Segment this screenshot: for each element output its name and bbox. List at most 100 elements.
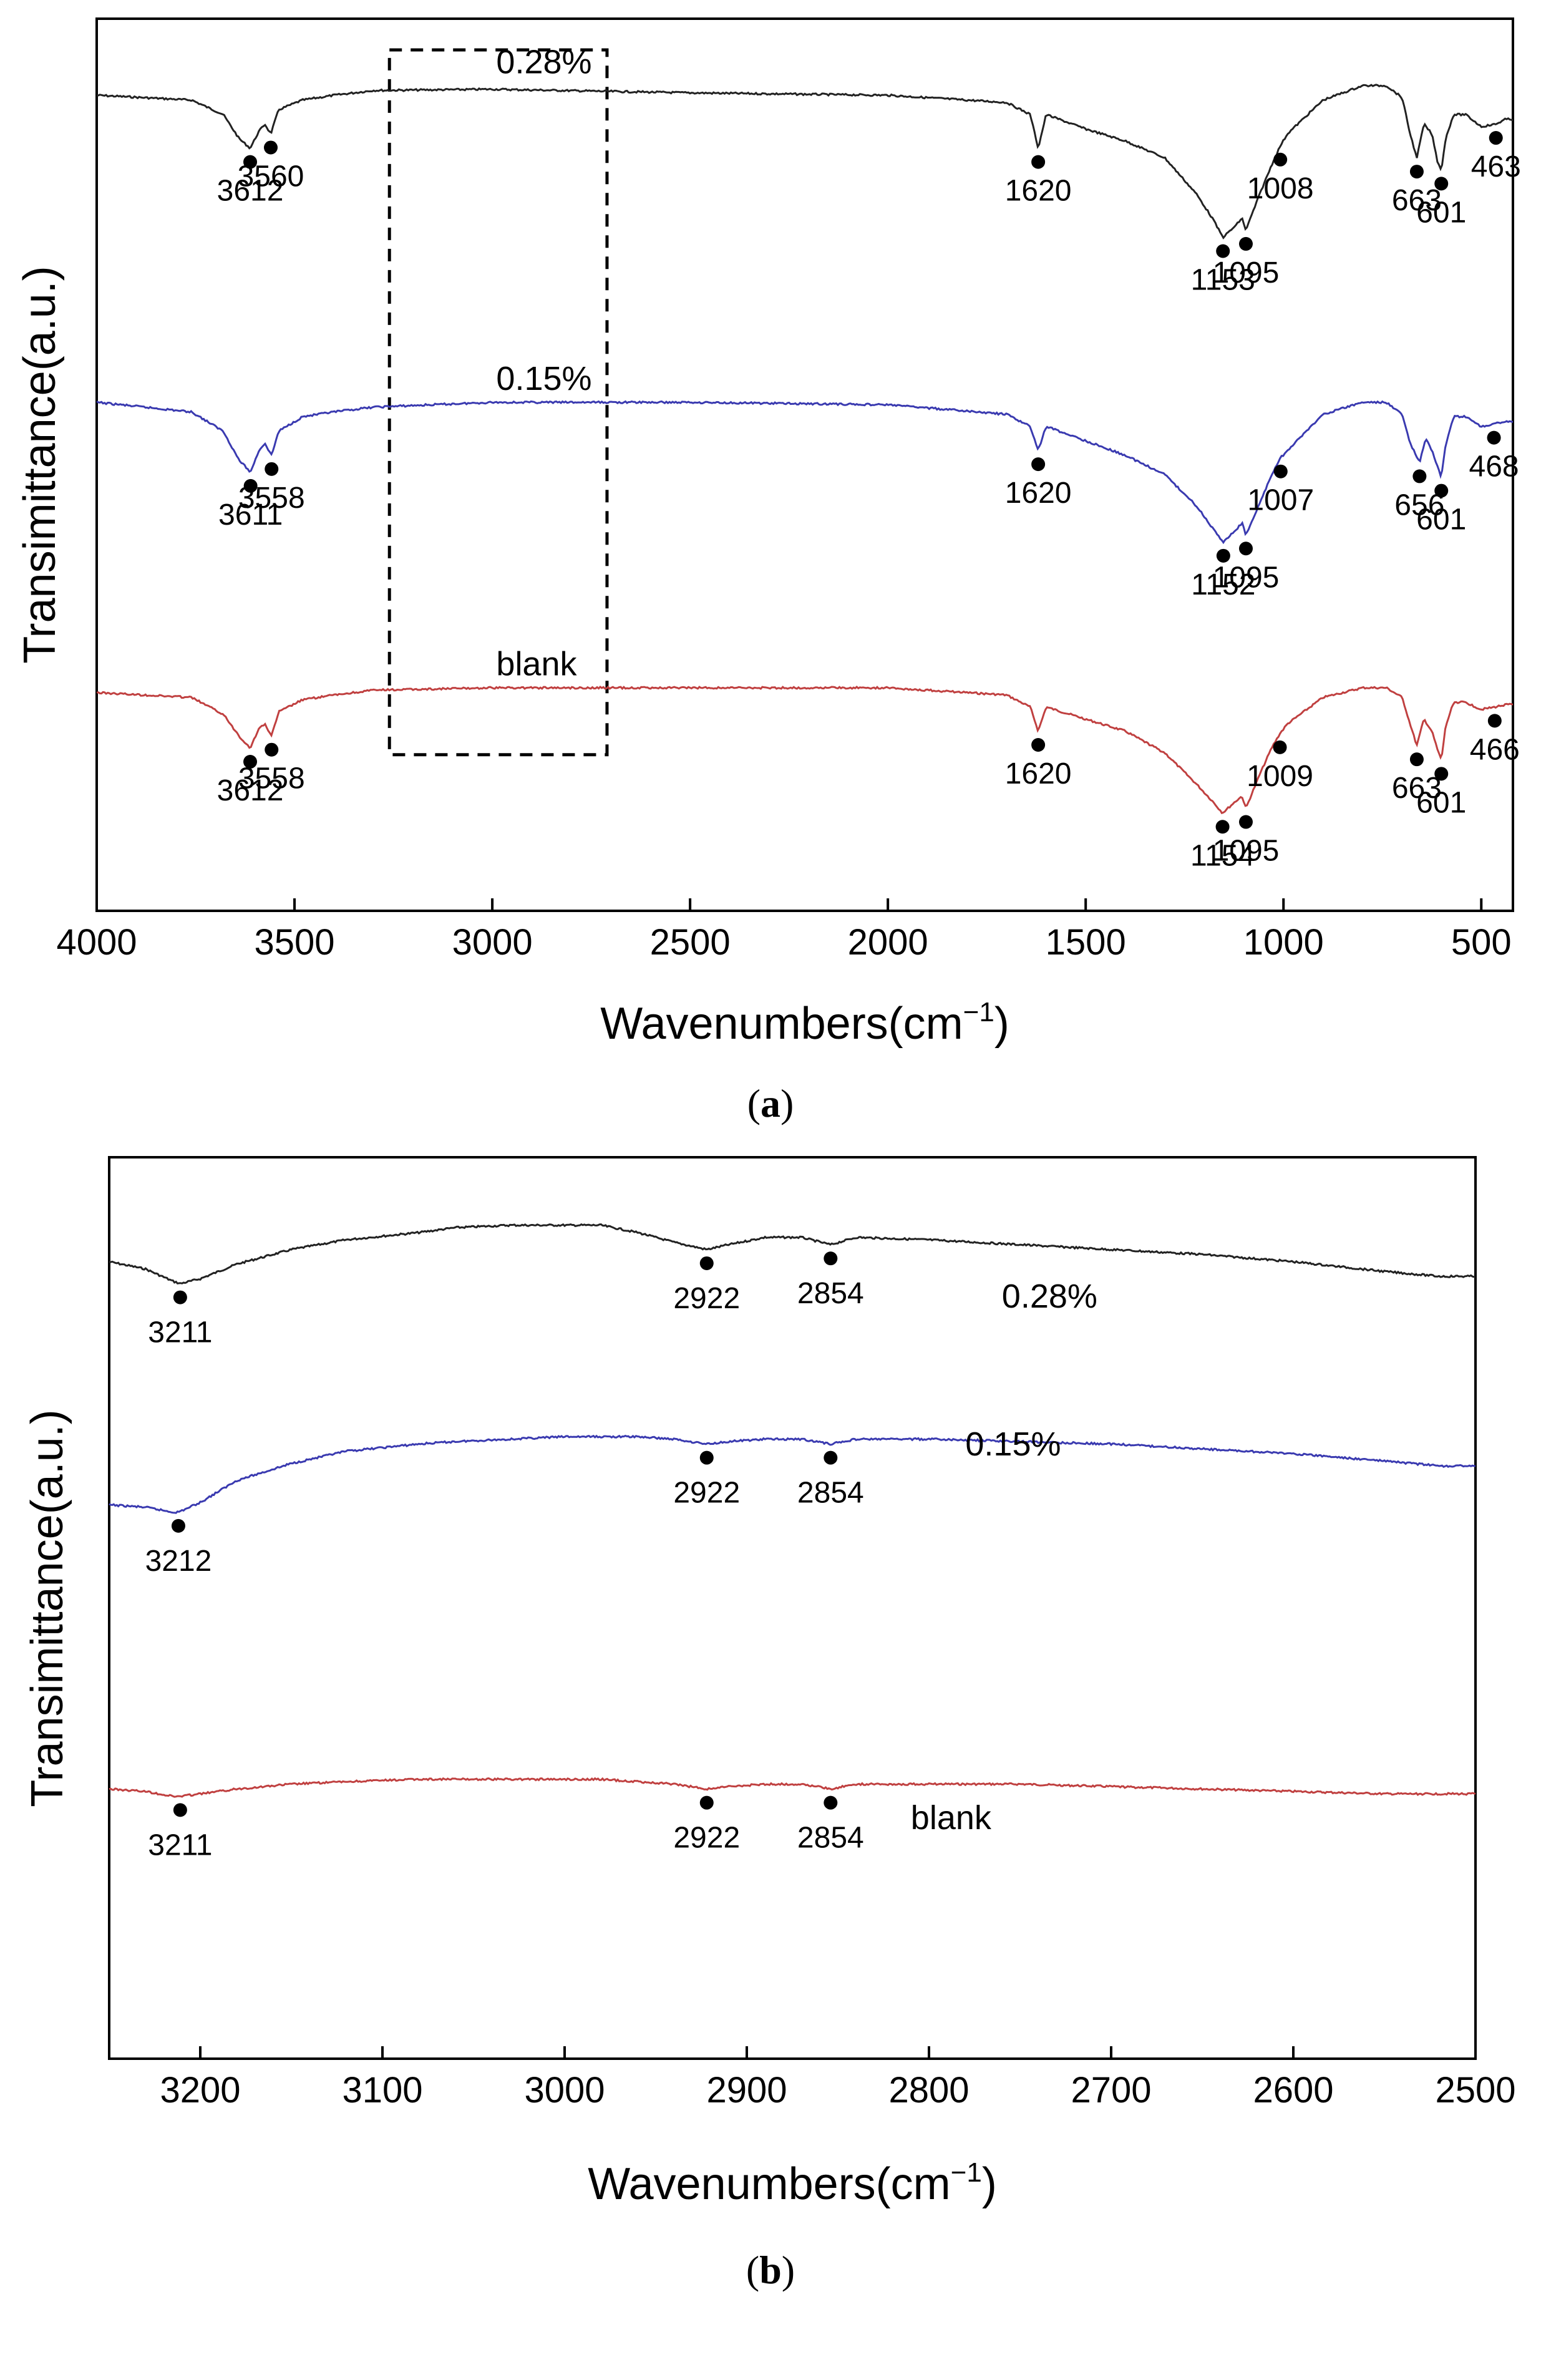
panel-a-peak-marker-463	[1489, 131, 1503, 145]
panel-b-series-names: 0.28% 0.15% blank	[911, 1278, 1097, 1837]
panel-a-x-tick-label-1000: 1000	[1243, 922, 1324, 963]
panel-b-peak-marker-2854	[824, 1795, 838, 1810]
panel-a-x-tick-label-1500: 1500	[1046, 922, 1126, 963]
panel-b-x-tick-label-2500: 2500	[1435, 2070, 1515, 2110]
panel-a-peak-label-601: 601	[1416, 503, 1466, 537]
panel-a-peak-marker-3560	[263, 140, 278, 155]
panel-a-caption: (a)	[747, 1081, 794, 1125]
panel-b-peak-label-3211: 3211	[148, 1829, 212, 1862]
panel-a-peak-marker-601	[1434, 767, 1449, 781]
panel-b-peak-marker-2922	[699, 1450, 714, 1465]
panel-a-peak-marker-663	[1409, 752, 1424, 767]
panel-a-peak-marker-601	[1434, 483, 1449, 498]
panel-b-plot-frame	[108, 1156, 1477, 2060]
panel-a-x-tick-label-3000: 3000	[452, 922, 533, 963]
panel-a-peak-label-1152: 1152	[1191, 568, 1255, 601]
panel-a-peak-marker-466	[1487, 714, 1502, 728]
panel-b-series-blank	[109, 1777, 1476, 1798]
panel-a-peak-marker-1095	[1238, 236, 1253, 251]
panel-a-peak-label-1154: 1154	[1190, 839, 1255, 872]
panel-a-peak-marker-3611	[243, 478, 258, 493]
panel-a-peak-label-3558: 3558	[238, 762, 305, 795]
panel-a-peak-marker-1009	[1273, 740, 1287, 754]
panel-a-x-tick-label-2500: 2500	[650, 922, 731, 963]
panel-a-peak-label-1153: 1153	[1191, 263, 1255, 296]
panel-a-x-tick-label-3500: 3500	[255, 922, 335, 963]
panel-a-peak-label-1620: 1620	[1005, 477, 1072, 510]
panel-b-series-label-blank: blank	[911, 1799, 992, 1837]
panel-a-peak-label-468: 468	[1469, 450, 1519, 483]
panel-b-series	[109, 1223, 1476, 1798]
panel-a-peak-label-463: 463	[1471, 150, 1521, 183]
panel-b-x-tick-label-3000: 3000	[524, 2070, 605, 2110]
panel-a-series-015	[96, 400, 1514, 545]
panel-a-series-label-blank: blank	[496, 646, 577, 683]
panel-a-peak-marker-1620	[1031, 155, 1046, 169]
panel-a-x-tick-label-500: 500	[1451, 922, 1512, 963]
panel-b-x-tick-label-3100: 3100	[342, 2070, 422, 2110]
panel-a-peak-label-601: 601	[1416, 196, 1466, 229]
panel-a-series-names: 0.28% 0.15% blank	[496, 43, 591, 682]
panel-b-y-axis-title: Transimittance(a.u.)	[22, 1409, 72, 1807]
panel-a-x-axis-title: Wavenumbers(cm−1)	[600, 997, 1009, 1049]
panel-b-peak-label-2922: 2922	[673, 1282, 740, 1315]
panel-a-peak-marker-3612	[243, 755, 258, 769]
panel-b-peak-label-2922: 2922	[673, 1822, 740, 1855]
panel-a-series-028	[96, 84, 1514, 240]
panel-b-series-028	[109, 1223, 1476, 1285]
panel-a-peak-marker-3612	[243, 155, 258, 169]
panel-b-peak-marker-3211	[173, 1803, 187, 1817]
panel-b-peaks: 2922 2854 3211 2922 2854 3212 2922 2854 3211	[145, 1251, 864, 1862]
panel-a-peak-label-3611: 3611	[218, 498, 283, 532]
panel-a-peak-label-1095: 1095	[1213, 561, 1280, 594]
panel-a-peak-label-1095: 1095	[1213, 256, 1280, 289]
panel-b-series-label-028: 0.28%	[1002, 1278, 1097, 1315]
panel-b-peak-label-2854: 2854	[797, 1822, 864, 1855]
panel-a-peak-marker-1620	[1031, 457, 1046, 472]
panel-b-peak-marker-2922	[699, 1256, 714, 1270]
panel-a-peak-label-466: 466	[1470, 733, 1520, 766]
panel-b-peak-label-2854: 2854	[797, 1277, 864, 1310]
panel-a-peak-label-1620: 1620	[1005, 175, 1072, 208]
panel-a-peak-marker-1154	[1215, 820, 1230, 834]
panel-a-peak-marker-1153	[1216, 244, 1230, 258]
panel-b-series-015	[109, 1434, 1476, 1514]
panel-a-peak-marker-1152	[1216, 548, 1230, 563]
panel-a-peak-marker-1007	[1273, 464, 1288, 478]
panel-a: 4000 3500 3000 2500 2000 1500 1000 500 36123560…	[15, 17, 1521, 1125]
panel-a-peak-label-1620: 1620	[1005, 757, 1072, 790]
panel-a-series-label-028: 0.28%	[496, 43, 591, 80]
panel-b-peak-marker-3211	[173, 1290, 187, 1304]
panel-a-peak-marker-601	[1434, 177, 1449, 191]
panel-b-x-axis-title: Wavenumbers(cm−1)	[588, 2157, 997, 2209]
panel-a-peak-label-663: 663	[1392, 772, 1442, 805]
panel-b-x-tick-label-2600: 2600	[1253, 2070, 1333, 2110]
panel-a-peak-marker-656	[1412, 469, 1427, 483]
panel-b-x-tick-label-2800: 2800	[888, 2070, 969, 2110]
panel-a-x-tick-label-2000: 2000	[848, 922, 928, 963]
panel-a-peak-label-3612: 3612	[217, 774, 284, 807]
panel-a-peak-label-1009: 1009	[1247, 760, 1313, 793]
panel-b-x-ticks: 3200 3100 3000 2900 2800 2700 2600 2500	[160, 2046, 1516, 2110]
panel-a-plot-frame	[95, 17, 1514, 912]
panel-a-series-blank	[96, 685, 1514, 815]
panel-b-x-tick-label-3200: 3200	[160, 2070, 240, 2110]
panel-a-x-tick-label-4000: 4000	[56, 922, 137, 963]
panel-a-series-label-015: 0.15%	[496, 360, 591, 397]
panel-b-peak-marker-2854	[824, 1251, 838, 1266]
panel-b: 3200 3100 3000 2900 2800 2700 2600 2500 2922 285…	[22, 1156, 1516, 2292]
panel-b-peak-marker-3212	[171, 1518, 185, 1533]
panel-a-peak-label-3558: 3558	[238, 482, 305, 515]
panel-a-peak-label-663: 663	[1392, 184, 1442, 217]
panel-a-peak-marker-468	[1487, 430, 1501, 445]
panel-b-series-label-015: 0.15%	[965, 1426, 1061, 1463]
panel-a-peak-marker-1095	[1238, 542, 1253, 556]
panel-a-x-ticks: 4000 3500 3000 2500 2000 1500 1000 500	[56, 898, 1512, 963]
panel-a-peak-marker-1008	[1273, 152, 1288, 167]
panel-a-peak-label-601: 601	[1416, 786, 1466, 819]
panel-a-peak-marker-1620	[1031, 737, 1046, 752]
panel-a-y-axis-title: Transimittance(a.u.)	[15, 266, 65, 664]
panel-a-peak-label-1007: 1007	[1247, 484, 1314, 517]
panel-a-peak-marker-3558	[265, 742, 279, 757]
